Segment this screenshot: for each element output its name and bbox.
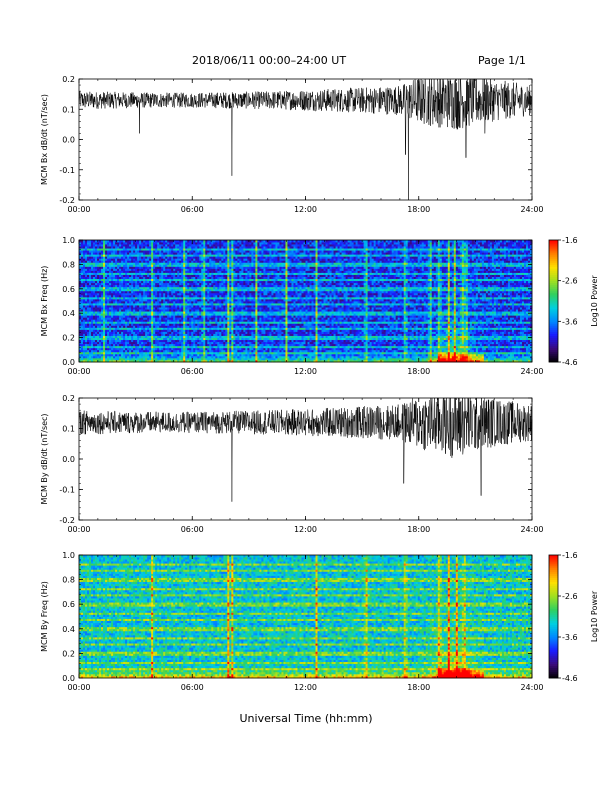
x-tick-label: 00:00 [67, 525, 90, 534]
trace-line [79, 79, 532, 200]
y-tick-label: -0.2 [59, 196, 75, 205]
colorbar-tick-label: -4.6 [562, 358, 578, 367]
x-tick-label: 06:00 [181, 683, 204, 692]
colorbar-tick-label: -4.6 [562, 674, 578, 683]
colorbar-label: Log10 Power [590, 590, 599, 642]
x-tick-label: 00:00 [67, 367, 90, 376]
x-tick-label: 24:00 [520, 205, 543, 214]
panel-4: -1.6 -2.6 -3.6 -4.6 Log10 Power 00:00 06:00 12:… [40, 551, 599, 692]
y-tick-label: 0.2 [62, 75, 75, 84]
spectrogram [79, 555, 532, 678]
trace-line [79, 398, 532, 502]
x-tick-label: 24:00 [520, 525, 543, 534]
x-tick-label: 06:00 [181, 525, 204, 534]
y-tick-label: 0.0 [62, 136, 75, 145]
x-tick-label: 12:00 [294, 525, 317, 534]
colorbar-tick-label: -1.6 [562, 551, 578, 560]
x-axis-label: Universal Time (hh:mm) [0, 712, 612, 725]
panel-1: 00:00 06:00 12:00 18:00 24:00 -0.2 -0.1 0.0 0.1 0… [40, 75, 544, 214]
y-tick-label: 0.1 [62, 105, 75, 114]
x-tick-label: 12:00 [294, 205, 317, 214]
colorbar-tick-label: -2.6 [562, 592, 578, 601]
x-tick-label: 24:00 [520, 367, 543, 376]
x-tick-label: 18:00 [407, 683, 430, 692]
y-tick-label: 0.8 [62, 260, 75, 269]
spectrogram [79, 240, 532, 362]
y-axis-label: MCM Bx Freq (Hz) [40, 266, 49, 337]
y-tick-label: -0.1 [59, 166, 75, 175]
y-tick-label: 0.4 [62, 309, 75, 318]
x-tick-label: 00:00 [67, 205, 90, 214]
panel-2: -1.6 -2.6 -3.6 -4.6 Log10 Power 00:00 06:00 12:… [40, 236, 599, 376]
x-tick-label: 06:00 [181, 205, 204, 214]
y-tick-label: 0.1 [62, 425, 75, 434]
colorbar: -1.6 -2.6 -3.6 -4.6 Log10 Power [549, 551, 599, 683]
y-tick-label: 0.6 [62, 285, 75, 294]
colorbar: -1.6 -2.6 -3.6 -4.6 Log10 Power [549, 236, 599, 367]
panel-3: 00:00 06:00 12:00 18:00 24:00 -0.2 -0.1 0.0 0.1 0… [40, 394, 544, 534]
y-tick-label: 1.0 [62, 551, 75, 560]
x-tick-label: 00:00 [67, 683, 90, 692]
y-tick-label: 0.0 [62, 455, 75, 464]
x-tick-label: 18:00 [407, 367, 430, 376]
y-tick-label: 0.0 [62, 358, 75, 367]
y-axis-label: MCM By Freq (Hz) [40, 581, 49, 652]
y-tick-label: 1.0 [62, 236, 75, 245]
y-tick-label: 0.2 [62, 394, 75, 403]
x-tick-label: 12:00 [294, 683, 317, 692]
colorbar-label: Log10 Power [590, 275, 599, 327]
colorbar-tick-label: -3.6 [562, 317, 578, 326]
y-tick-label: 0.2 [62, 334, 75, 343]
x-tick-label: 12:00 [294, 367, 317, 376]
y-axis-label: MCM By dB/dt (nT/sec) [40, 413, 49, 504]
colorbar-tick-label: -3.6 [562, 633, 578, 642]
y-tick-label: 0.2 [62, 649, 75, 658]
y-axis-label: MCM Bx dB/dt (nT/sec) [40, 94, 49, 185]
x-tick-label: 18:00 [407, 205, 430, 214]
x-tick-label: 24:00 [520, 683, 543, 692]
x-tick-label: 06:00 [181, 367, 204, 376]
y-tick-label: -0.1 [59, 486, 75, 495]
x-tick-label: 18:00 [407, 525, 430, 534]
y-tick-label: 0.4 [62, 625, 75, 634]
y-tick-label: 0.0 [62, 674, 75, 683]
colorbar-tick-label: -1.6 [562, 236, 578, 245]
y-tick-label: 0.6 [62, 600, 75, 609]
y-tick-label: -0.2 [59, 516, 75, 525]
y-tick-label: 0.8 [62, 576, 75, 585]
colorbar-tick-label: -2.6 [562, 277, 578, 286]
